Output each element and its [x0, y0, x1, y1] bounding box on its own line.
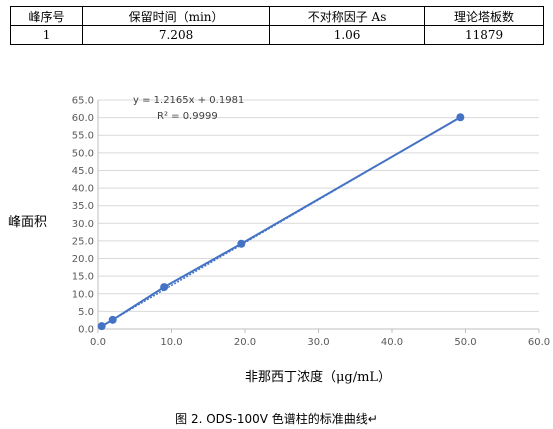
data-point	[237, 239, 246, 248]
chart-area: 0.0 5.0 10.0 15.0 20.0 25.0 30.0 35.0 40.0 45.0 50…	[0, 80, 553, 400]
table-row: 1 7.208 1.06 11879	[9, 25, 544, 45]
cell-retention-time: 7.208	[82, 25, 270, 45]
standard-curve-chart: 0.0 5.0 10.0 15.0 20.0 25.0 30.0 35.0 40.0 45.0 50…	[8, 95, 550, 385]
y-tick-label: 45.0	[72, 166, 94, 177]
grid-lines	[98, 99, 539, 312]
y-tick-label: 65.0	[72, 96, 94, 107]
x-tick-label: 10.0	[160, 337, 182, 348]
x-tick-label: 40.0	[381, 337, 403, 348]
y-axis-label: 峰面积	[8, 215, 47, 230]
y-tick-label: 60.0	[72, 113, 94, 124]
y-tick-labels: 0.0 5.0 10.0 15.0 20.0 25.0 30.0 35.0 40.0 45.0 50…	[72, 96, 94, 336]
header-peak-no: 峰序号	[9, 6, 84, 26]
trendline-equation: y = 1.2165x + 0.1981	[133, 95, 244, 106]
y-tick-label: 50.0	[72, 148, 94, 159]
y-tick-label: 25.0	[72, 236, 94, 247]
data-point	[160, 283, 169, 292]
x-tick-label: 20.0	[234, 337, 256, 348]
header-retention-time: 保留时间（min）	[82, 6, 270, 26]
cell-asymmetry-factor: 1.06	[268, 25, 426, 45]
series-line	[101, 116, 461, 328]
y-tick-label: 10.0	[72, 289, 94, 300]
header-asymmetry-factor: 不对称因子 As	[268, 6, 426, 26]
x-axis-label: 非那西丁浓度（μg/mL）	[245, 369, 391, 385]
data-points	[97, 113, 465, 331]
y-tick-label: 15.0	[72, 272, 94, 283]
y-tick-label: 40.0	[72, 184, 94, 195]
y-tick-label: 0.0	[78, 325, 94, 336]
trendline	[101, 116, 461, 328]
y-tick-label: 35.0	[72, 201, 94, 212]
y-tick-label: 30.0	[72, 219, 94, 230]
y-tick-label: 55.0	[72, 131, 94, 142]
x-tick-label: 0.0	[90, 337, 106, 348]
figure-caption: 图 2. ODS-100V 色谱柱的标准曲线↵	[175, 412, 378, 426]
r-squared-label: R² = 0.9999	[157, 111, 218, 122]
y-tick-label: 20.0	[72, 254, 94, 265]
cell-theoretical-plates: 11879	[424, 25, 544, 45]
x-tick-labels: 0.0 10.0 20.0 30.0 40.0 50.0 60.0	[90, 337, 550, 348]
header-theoretical-plates: 理论塔板数	[424, 6, 544, 26]
data-point	[108, 315, 117, 324]
cell-peak-no: 1	[9, 25, 84, 45]
axes	[97, 100, 540, 333]
data-point	[97, 322, 106, 331]
table-header-row: 峰序号 保留时间（min） 不对称因子 As 理论塔板数	[9, 6, 544, 26]
results-table: 峰序号 保留时间（min） 不对称因子 As 理论塔板数 1 7.208 1.0…	[9, 6, 544, 45]
data-point	[456, 113, 465, 122]
y-tick-label: 5.0	[78, 307, 94, 318]
x-tick-label: 30.0	[307, 337, 329, 348]
x-tick-label: 50.0	[454, 337, 476, 348]
x-tick-label: 60.0	[528, 337, 550, 348]
results-table-container: 峰序号 保留时间（min） 不对称因子 As 理论塔板数 1 7.208 1.0…	[9, 6, 544, 45]
